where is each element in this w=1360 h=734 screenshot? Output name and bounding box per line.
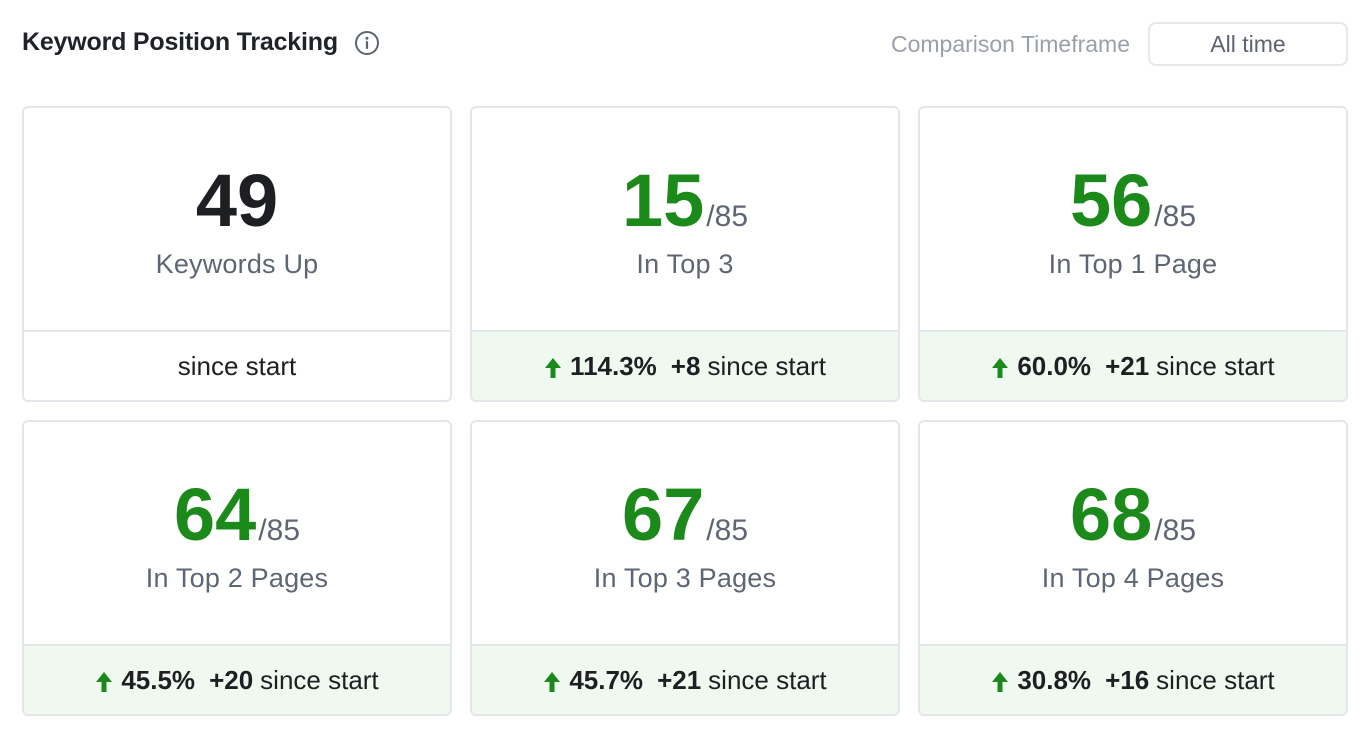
stat-card-top-4-pages: 68 /85 In Top 4 Pages 30.8% +16 since st… [918, 420, 1348, 716]
stat-card-top-1-page: 56 /85 In Top 1 Page 60.0% +21 since sta… [918, 106, 1348, 402]
stat-total: /85 [258, 513, 301, 547]
stat-card-main: 67 /85 In Top 3 Pages [472, 422, 898, 646]
stat-card-keywords-up: 49 Keywords Up since start [22, 106, 452, 402]
since-text: since start [177, 350, 297, 381]
stat-footer: since start [24, 332, 450, 400]
stat-value: 64 [173, 472, 257, 556]
stat-value: 15 [621, 158, 705, 242]
stat-label: In Top 3 [636, 248, 734, 279]
page-title: Keyword Position Tracking [22, 28, 338, 56]
stat-total: /85 [1154, 513, 1197, 547]
stat-footer: 30.8% +16 since start [920, 646, 1346, 714]
stat-value-row: 68 /85 [1069, 472, 1197, 556]
stat-label: In Top 2 Pages [145, 562, 329, 593]
title-group: Keyword Position Tracking [22, 28, 380, 57]
change-percent: 30.8% [1017, 664, 1092, 695]
arrow-up-icon [544, 355, 562, 378]
arrow-up-icon [991, 355, 1009, 378]
stat-total: /85 [706, 513, 749, 547]
stat-value: 67 [621, 472, 705, 556]
stat-footer: 60.0% +21 since start [920, 332, 1346, 400]
change-percent: 114.3% [570, 350, 657, 381]
change-delta: +8 [670, 350, 701, 381]
change-percent: 45.5% [121, 664, 196, 695]
stat-total: /85 [706, 199, 749, 233]
stat-card-main: 49 Keywords Up [24, 108, 450, 332]
change-delta: +21 [1105, 350, 1150, 381]
change-delta: +16 [1105, 664, 1150, 695]
change-percent: 45.7% [569, 664, 644, 695]
arrow-up-icon [991, 669, 1009, 692]
stats-grid: 49 Keywords Up since start 15 /85 In Top… [22, 106, 1348, 716]
stat-value: 49 [195, 158, 279, 242]
stat-card-top-2-pages: 64 /85 In Top 2 Pages 45.5% +20 since st… [22, 420, 452, 716]
stat-value-row: 49 [195, 158, 279, 242]
stat-value-row: 15 /85 [621, 158, 749, 242]
timeframe-control: Comparison Timeframe All time [891, 22, 1348, 66]
change-percent: 60.0% [1017, 350, 1092, 381]
stat-label: Keywords Up [155, 248, 319, 279]
timeframe-label: Comparison Timeframe [890, 30, 1130, 57]
stat-value-row: 67 /85 [621, 472, 749, 556]
stat-footer: 45.7% +21 since start [472, 646, 898, 714]
stat-card-main: 56 /85 In Top 1 Page [920, 108, 1346, 332]
stat-value: 68 [1069, 472, 1153, 556]
stat-label: In Top 4 Pages [1041, 562, 1225, 593]
stat-value-row: 56 /85 [1069, 158, 1197, 242]
timeframe-select-button[interactable]: All time [1148, 22, 1348, 66]
stat-card-main: 68 /85 In Top 4 Pages [920, 422, 1346, 646]
arrow-up-icon [543, 669, 561, 692]
info-circle-icon[interactable] [354, 30, 380, 56]
stat-card-top-3-pages: 67 /85 In Top 3 Pages 45.7% +21 since st… [470, 420, 900, 716]
since-text: since start [1156, 664, 1275, 695]
since-text: since start [1156, 350, 1275, 381]
since-text: since start [708, 664, 827, 695]
stat-label: In Top 1 Page [1048, 248, 1218, 279]
page-header: Keyword Position Tracking Comparison Tim… [22, 22, 1348, 68]
stat-total: /85 [1154, 199, 1197, 233]
stat-card-main: 15 /85 In Top 3 [472, 108, 898, 332]
since-text: since start [260, 664, 379, 695]
stat-footer: 45.5% +20 since start [24, 646, 450, 714]
arrow-up-icon [95, 669, 113, 692]
stat-value: 56 [1069, 158, 1153, 242]
stat-footer: 114.3% +8 since start [472, 332, 898, 400]
stat-value-row: 64 /85 [173, 472, 301, 556]
stat-label: In Top 3 Pages [593, 562, 777, 593]
stat-card-top-3: 15 /85 In Top 3 114.3% +8 since start [470, 106, 900, 402]
since-text: since start [707, 350, 826, 381]
change-delta: +21 [657, 664, 702, 695]
stat-card-main: 64 /85 In Top 2 Pages [24, 422, 450, 646]
change-delta: +20 [209, 664, 254, 695]
